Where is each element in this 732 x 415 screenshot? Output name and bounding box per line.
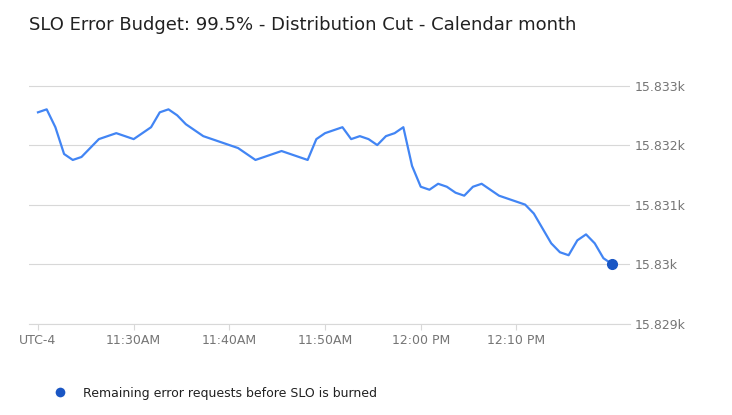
- Legend: Remaining error requests before SLO is burned: Remaining error requests before SLO is b…: [43, 382, 382, 405]
- Text: SLO Error Budget: 99.5% - Distribution Cut - Calendar month: SLO Error Budget: 99.5% - Distribution C…: [29, 16, 577, 34]
